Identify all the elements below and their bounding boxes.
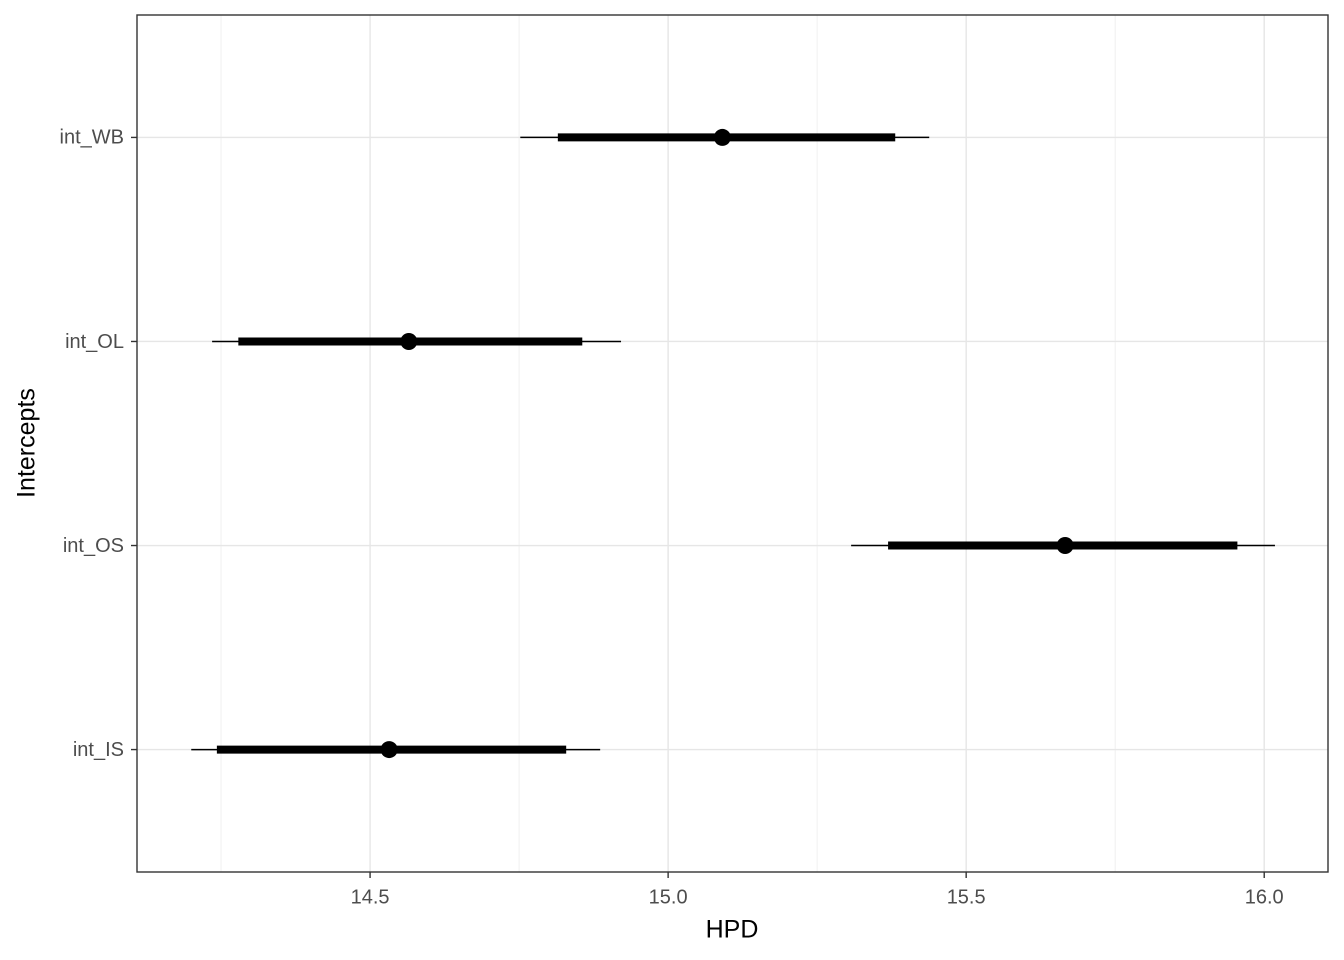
x-tick-label: 14.5 xyxy=(351,886,390,908)
x-tick-label: 16.0 xyxy=(1245,886,1284,908)
y-tick-label: int_OL xyxy=(65,331,124,353)
y-tick-label: int_WB xyxy=(60,127,124,149)
y-tick-label: int_OS xyxy=(63,535,124,557)
estimate-point xyxy=(713,128,731,146)
estimate-point xyxy=(380,741,398,759)
estimate-point xyxy=(400,332,418,350)
x-tick-label: 15.0 xyxy=(649,886,688,908)
panel-border xyxy=(136,14,1329,873)
y-tick-label: int_IS xyxy=(73,739,124,761)
x-tick-label: 15.5 xyxy=(947,886,986,908)
x-axis-title: HPD xyxy=(706,916,759,944)
estimate-point xyxy=(1056,537,1074,555)
y-axis-title: Intercepts xyxy=(13,388,41,498)
